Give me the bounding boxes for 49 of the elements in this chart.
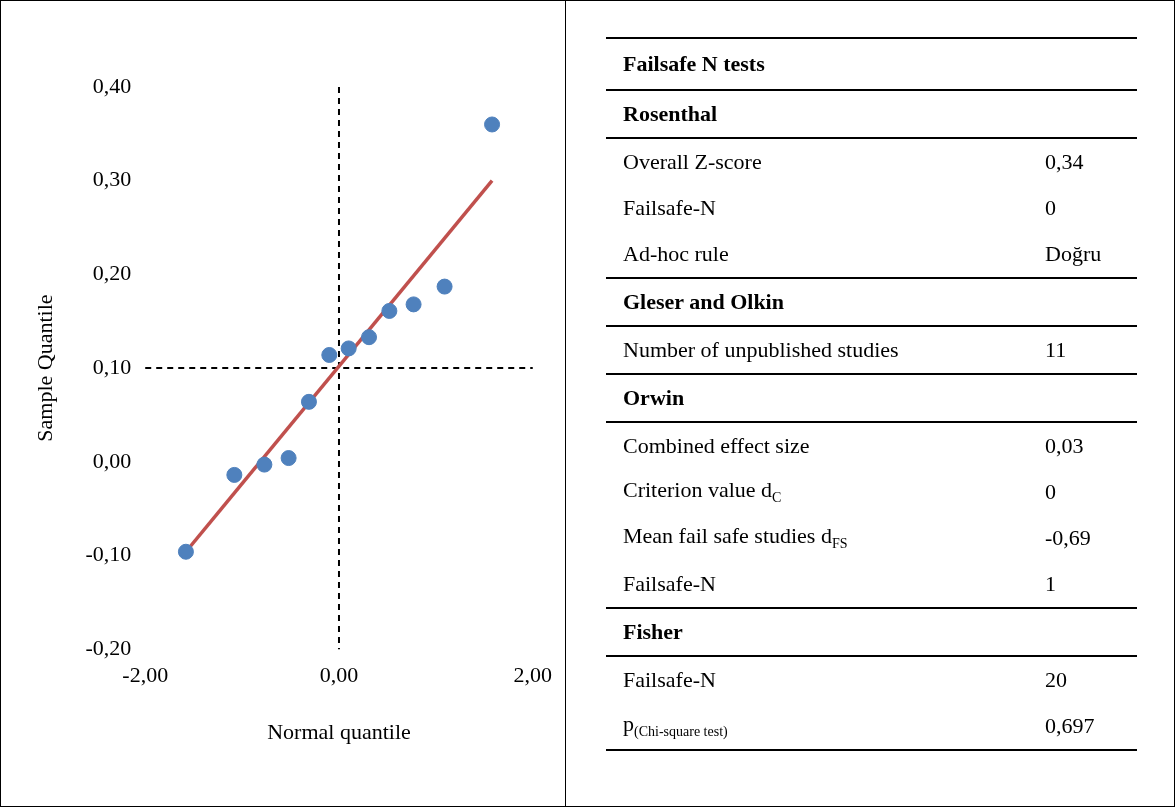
text: 20 — [1045, 667, 1067, 692]
category-label: Number of unpublished studies — [606, 326, 1045, 374]
x-tick-label: 2,00 — [513, 662, 552, 688]
x-axis-title: Normal quantile — [267, 718, 411, 744]
text: 11 — [1045, 337, 1067, 362]
point — [226, 466, 243, 483]
text: -0,69 — [1045, 525, 1091, 550]
point — [405, 296, 422, 313]
category-label: Orwin — [606, 374, 1045, 422]
category-label: Failsafe-N — [606, 656, 1045, 703]
category-label: p$_{(Chi-square test)}$ — [606, 703, 1045, 750]
y-tick-label: 0,40 — [92, 72, 132, 98]
point — [340, 340, 357, 357]
y-tick-label: -0,10 — [85, 541, 132, 567]
category-label: Mean fail safe studies d$_{FS}$ — [622, 522, 849, 554]
point — [280, 450, 297, 467]
text: 1 — [1045, 571, 1056, 596]
category-label: Failsafe-N — [622, 194, 717, 222]
y-tick-label: 0,30 — [92, 166, 132, 192]
point — [484, 116, 501, 133]
category-label: Combined effect size — [606, 422, 1045, 469]
point — [177, 543, 194, 560]
category-label: Fisher — [606, 608, 1045, 656]
point — [361, 329, 378, 346]
text: Doğru — [1045, 241, 1102, 266]
point — [381, 302, 398, 319]
point — [321, 346, 338, 363]
y-tick-label: 0,00 — [92, 447, 132, 473]
category-label: Criterion value d$_{C}$ — [622, 476, 783, 508]
text: Failsafe N tests — [606, 38, 1045, 90]
y-axis-title: Sample Quantile — [31, 294, 57, 442]
y-tick-label: -0,20 — [85, 634, 132, 660]
category-label: Failsafe-N — [622, 570, 717, 598]
text: 0 — [1045, 479, 1056, 504]
point — [436, 278, 453, 295]
text: 0 — [1045, 195, 1056, 220]
x-tick-label: -2,00 — [122, 662, 169, 688]
y-tick-label: 0,20 — [92, 260, 132, 286]
text: 0,34 — [1045, 149, 1084, 174]
y-tick-label: 0,10 — [92, 353, 132, 379]
text: 0,03 — [1045, 433, 1084, 458]
point — [256, 456, 273, 473]
x-tick-label: 0,00 — [319, 662, 359, 688]
text: 0,697 — [1045, 713, 1095, 738]
category-label: Gleser and Olkin — [606, 278, 1045, 326]
category-label: Overall Z-score — [606, 138, 1045, 185]
category-label: Rosenthal — [606, 90, 1045, 138]
point — [300, 393, 317, 410]
category-label: Ad-hoc rule — [622, 240, 730, 268]
